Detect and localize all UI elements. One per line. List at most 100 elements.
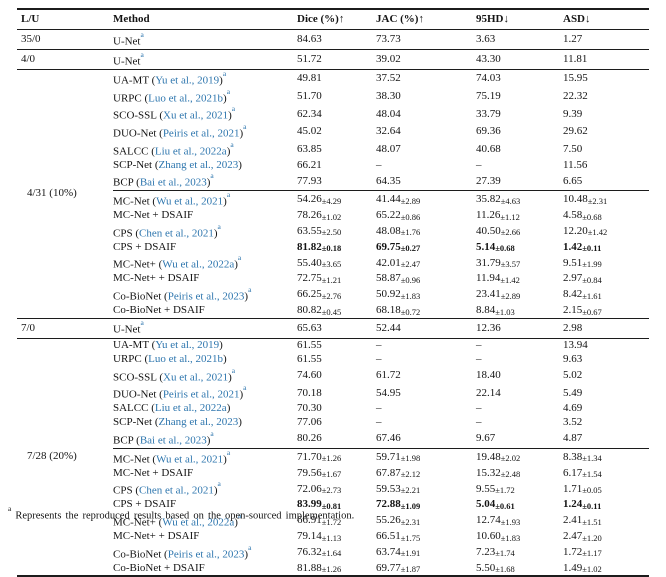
asd-cell: 12.20±1.42 (563, 224, 608, 238)
citation-link[interactable]: Luo et al., 2021b (148, 353, 224, 366)
jac-cell: 67.87±2.12 (376, 466, 421, 480)
method-name: MC-Net+ (113, 258, 156, 271)
footnote-marker-a: a (140, 29, 144, 39)
dice-cell: 83.99±0.81 (297, 498, 342, 511)
footnote-text: Represents the reproduced results based … (15, 510, 355, 522)
asd-cell: 9.39 (563, 107, 583, 120)
method-name: MC-Net + DSAIF (113, 466, 194, 479)
jac-cell: – (376, 416, 382, 429)
method-cell: BCP (Bai et al., 2023)a (113, 171, 214, 189)
citation-link[interactable]: Zhang et al., 2023 (158, 416, 239, 429)
footnote-marker-a: a (210, 428, 214, 438)
citation-link[interactable]: Bai et al., 2023 (139, 434, 207, 447)
citation-link[interactable]: Yu et al., 2019 (155, 339, 220, 352)
dice-cell: 66.91±1.72 (297, 514, 342, 527)
hd95-cell: 74.03 (476, 72, 501, 85)
citation-link[interactable]: Liu et al., 2022a (154, 145, 227, 158)
citation-link[interactable]: Peiris et al., 2021 (162, 127, 240, 140)
asd-cell: 5.49 (563, 386, 583, 399)
hd95-cell: 9.67 (476, 432, 496, 445)
citation-link[interactable]: Peiris et al., 2023 (167, 548, 245, 561)
table-row: CPS + DSAIF 81.82±0.18 69.75±0.27 5.14±0.68… (17, 240, 649, 254)
asd-cell: 29.62 (563, 125, 588, 138)
hd95-cell: 15.32±2.48 (476, 466, 521, 480)
method-name: MC-Net (113, 453, 150, 466)
citation-link[interactable]: Xu et al., 2021 (163, 109, 229, 122)
hd95-cell: 7.23±1.74 (476, 545, 515, 559)
method-name: SCO-SSL (113, 371, 157, 384)
dice-cell: 79.14±1.13 (297, 530, 342, 543)
lu-cell: 7/28 (20%) (27, 450, 77, 463)
hd95-cell: 11.26±1.12 (476, 209, 520, 222)
hd95-cell: 9.55±1.72 (476, 482, 515, 496)
citation-link[interactable]: Wu et al., 2022a (162, 516, 235, 529)
method-name: Co-BioNet + DSAIF (113, 304, 205, 317)
method-name: UA-MT (113, 74, 149, 87)
jac-cell: 39.02 (376, 49, 476, 70)
dice-cell: 61.55 (297, 353, 322, 366)
dice-cell: 70.30 (297, 402, 322, 415)
method-name: MC-Net+ + DSAIF (113, 272, 200, 285)
table-body: 35/0 U-Neta 84.63 73.73 3.63 1.27 4/0 U-Neta 51.… (17, 29, 649, 577)
asd-cell: 13.94 (563, 339, 588, 352)
jac-cell: 59.53±2.21 (376, 482, 421, 496)
dice-cell: 77.93 (297, 174, 322, 187)
citation-link[interactable]: Peiris et al., 2021 (162, 388, 240, 401)
method-cell: Co-BioNet (Peiris et al., 2023)a (113, 284, 252, 303)
citation-link[interactable]: Chen et al., 2021 (139, 227, 214, 240)
table-row: MC-Net+ (Wu et al., 2022a)a 55.40±3.65 42.… (17, 253, 649, 272)
citation-link[interactable]: Wu et al., 2021 (156, 453, 224, 466)
table-row: 35/0 U-Neta 84.63 73.73 3.63 1.27 (17, 29, 649, 50)
asd-cell: 7.50 (563, 142, 583, 155)
method-name: U-Net (113, 35, 141, 48)
method-name: MC-Net (113, 195, 150, 208)
table-row: 7/0 U-Neta 65.63 52.44 12.36 2.98 (17, 318, 649, 339)
lu-cell: 4/0 (17, 49, 113, 70)
citation-link[interactable]: Chen et al., 2021 (139, 484, 214, 497)
table-row: 7/28 (20%) UA-MT (Yu et al., 2019) 61.55– –… (17, 338, 649, 462)
asd-cell: 9.63 (563, 353, 583, 366)
table-row: MC-Net+ (Wu et al., 2022a)a 66.91±1.72 55.… (17, 511, 649, 530)
citation-link[interactable]: Peiris et al., 2023 (167, 290, 245, 303)
asd-cell: 1.72±1.17 (563, 545, 602, 559)
method-name: SCO-SSL (113, 109, 157, 122)
asd-cell: 11.56 (563, 158, 588, 171)
citation-link[interactable]: Yu et al., 2019 (155, 74, 220, 87)
asd-cell: 15.95 (563, 72, 588, 85)
citation-link[interactable]: Xu et al., 2021 (163, 371, 229, 384)
jac-cell: 61.72 (376, 368, 401, 381)
citation-link[interactable]: Bai et al., 2023 (139, 176, 207, 189)
table-row: CPS (Chen et al., 2021)a 72.06±2.73 59.53±… (17, 479, 649, 498)
jac-cell: 42.01±2.47 (376, 256, 421, 270)
table-row: URPC (Luo et al., 2021b)a 51.70 38.30 75.19… (17, 87, 649, 106)
method-name: BCP (113, 176, 134, 189)
citation-link[interactable]: Wu et al., 2021 (156, 195, 224, 208)
citation-link[interactable]: Zhang et al., 2023 (158, 158, 239, 171)
table-row: DUO-Net (Peiris et al., 2021)a 70.18 54.95… (17, 383, 649, 402)
hd95-cell: 5.50±1.68 (476, 561, 515, 575)
hd95-cell: 40.68 (476, 142, 501, 155)
col-header-dice: Dice (%)↑ (297, 9, 376, 30)
dice-cell: 51.72 (297, 49, 376, 70)
citation-link[interactable]: Liu et al., 2022a (154, 402, 227, 415)
footnote: aRepresents the reproduced results based… (8, 504, 355, 522)
method-cell: SCO-SSL (Xu et al., 2021)a (113, 104, 236, 122)
table-row: SALCC (Liu et al., 2022a) 70.30 – – 4.69 (17, 402, 649, 416)
method-name: DUO-Net (113, 127, 157, 140)
jac-cell: 73.73 (376, 29, 476, 50)
asd-cell: 6.65 (563, 174, 583, 187)
dice-cell: 77.06 (297, 416, 322, 429)
jac-cell: 64.35 (376, 174, 401, 187)
citation-link[interactable]: Wu et al., 2022a (162, 258, 235, 271)
dice-cell: 74.60 (297, 368, 322, 381)
jac-cell: 69.77±1.87 (376, 561, 421, 575)
asd-cell: 8.38±1.34 (563, 447, 649, 467)
method-cell: UA-MT (Yu et al., 2019) (113, 339, 223, 352)
method-cell: Co-BioNet + DSAIF (113, 561, 297, 576)
citation-link[interactable]: Luo et al., 2021b (148, 92, 224, 105)
table-row: SCO-SSL (Xu et al., 2021)a 62.34 48.04 33.7… (17, 104, 649, 123)
table-row: CPS + DSAIF 83.99±0.81 72.88±1.09 5.04±0.61… (17, 498, 649, 512)
jac-cell: 68.18±0.72 (376, 303, 476, 319)
method-name: Co-BioNet (113, 548, 162, 561)
method-cell: U-Neta (113, 49, 297, 70)
